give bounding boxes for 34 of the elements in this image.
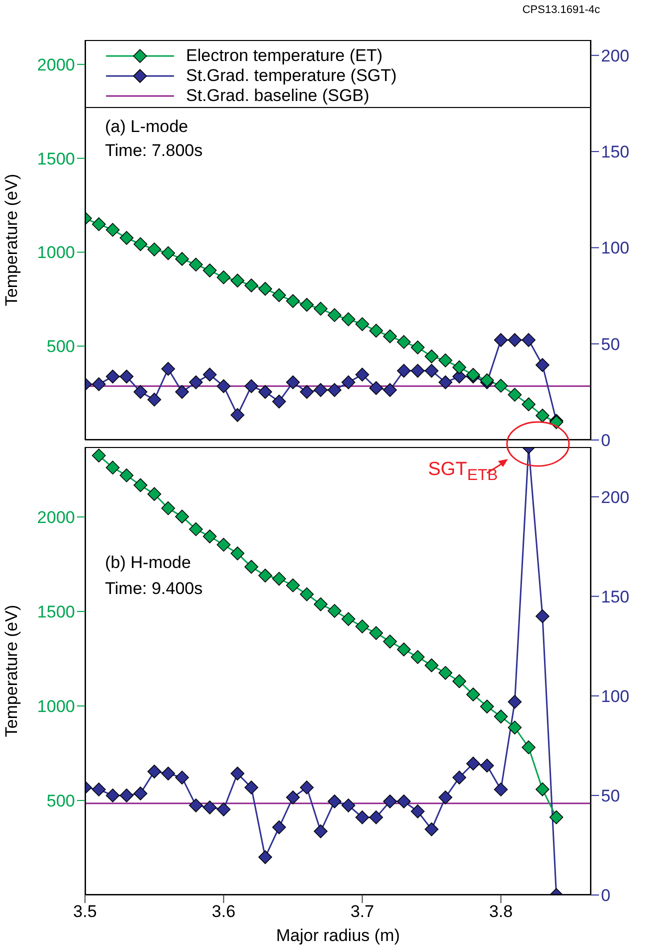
- y-axis-title: Temperature (eV): [2, 604, 22, 738]
- text: CPS13.1691-4c: [522, 4, 600, 18]
- annotation: SGT$_{ETB}$: [428, 459, 498, 486]
- y-tick-label: 500: [46, 792, 75, 811]
- annotation: (b) H-mode: [105, 553, 191, 574]
- x-tick-label: 3.8: [489, 902, 513, 922]
- y-tick-label: 1000: [37, 697, 75, 716]
- legend-label: St.Grad. temperature (SGT): [186, 66, 397, 86]
- y2-tick-label: 100: [601, 238, 630, 258]
- y2-tick-label: 0: [601, 886, 610, 906]
- y2-tick-label: 100: [601, 686, 630, 706]
- y-tick-label: 1500: [37, 602, 75, 622]
- x-tick-label: 3.6: [212, 902, 236, 922]
- y-tick-label: 2000: [37, 55, 75, 74]
- x-tick-label: 3.7: [350, 902, 374, 922]
- y2-tick-label: 50: [601, 786, 620, 806]
- y-tick-label: 1000: [37, 243, 75, 262]
- y2-tick-label: 200: [601, 46, 630, 66]
- annotation: Time: 9.400s: [105, 579, 203, 600]
- y-tick-label: 1500: [37, 149, 75, 168]
- y-axis-title: Temperature (eV): [2, 174, 22, 306]
- legend-label: St.Grad. baseline (SGB): [186, 86, 370, 106]
- y2-tick-label: 50: [601, 334, 620, 354]
- y2-tick-label: 200: [601, 488, 630, 507]
- x-tick-label: 3.5: [73, 902, 97, 922]
- annotation: Time: 7.800s: [105, 141, 203, 162]
- legend-label: Electron temperature (ET): [186, 46, 383, 66]
- x-axis-title: Major radius (m): [276, 926, 400, 945]
- y-tick-label: 2000: [37, 508, 75, 527]
- y2-tick-label: 0: [601, 431, 610, 450]
- annotation: (a) L-mode: [105, 117, 188, 138]
- y2-tick-label: 150: [601, 142, 630, 162]
- y2-tick-label: 150: [601, 587, 630, 606]
- y-tick-label: 500: [46, 337, 75, 356]
